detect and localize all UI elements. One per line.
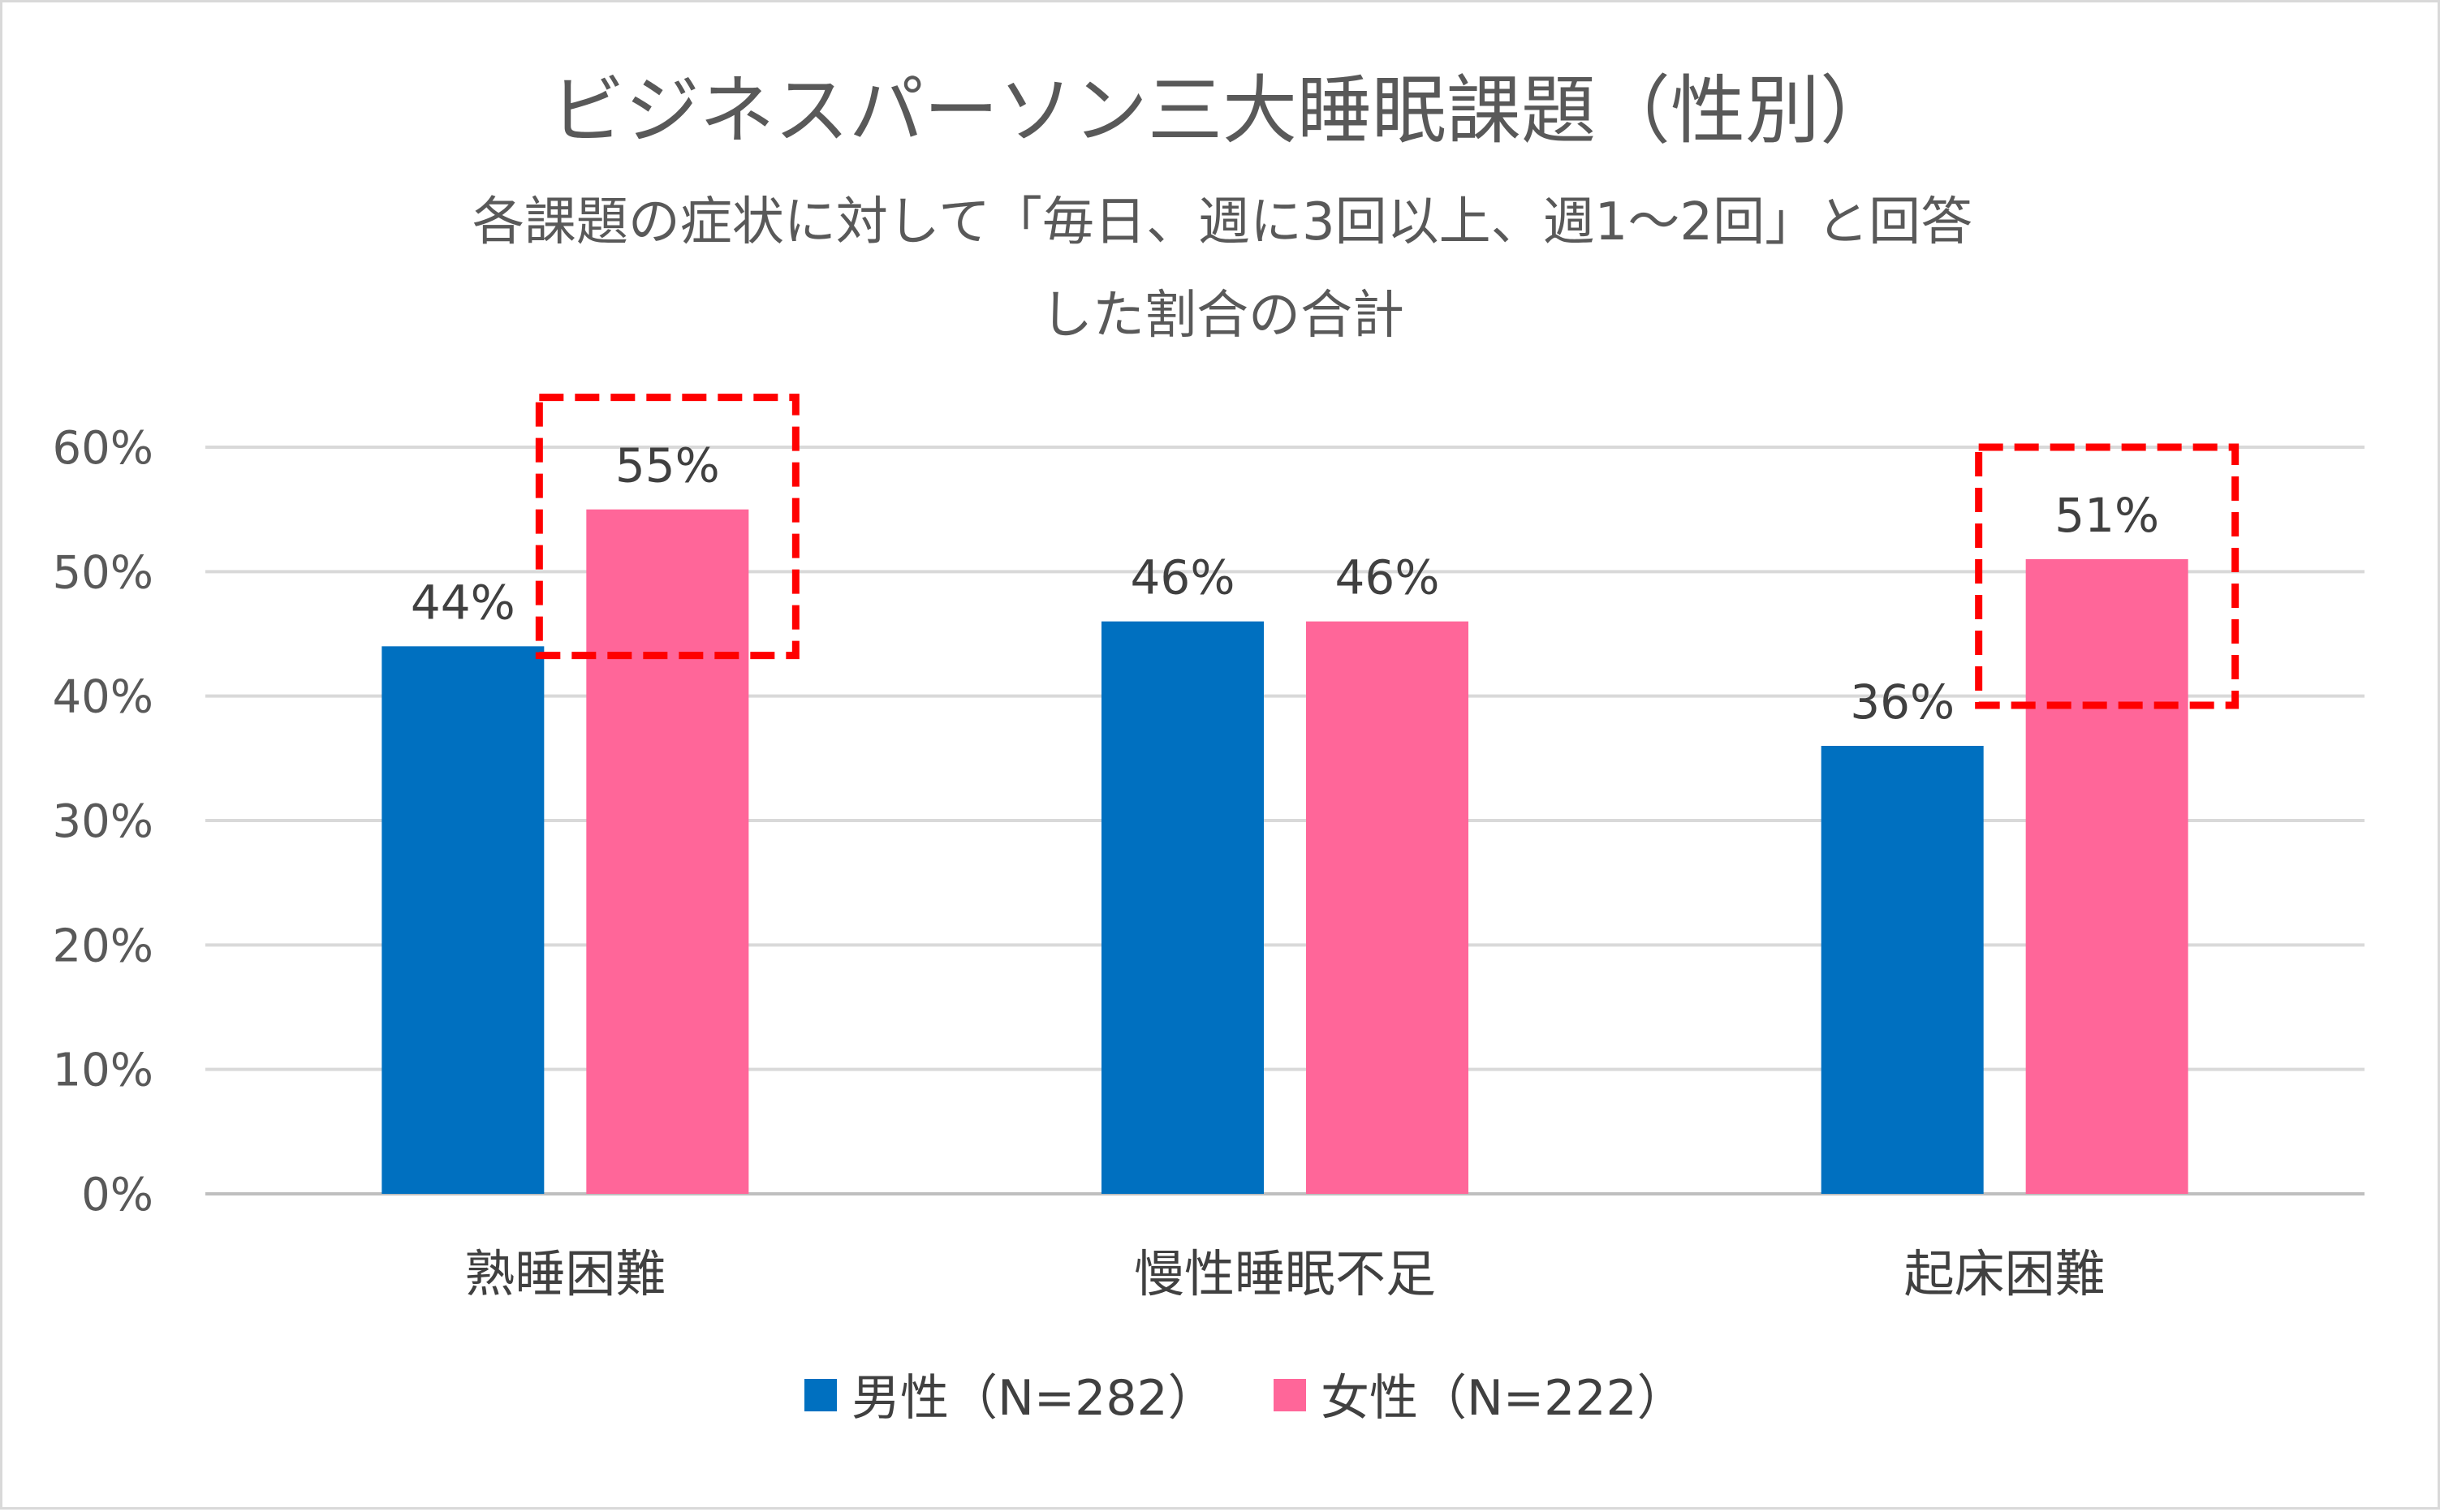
highlight-boxes (535, 394, 2240, 709)
data-label-female-0: 55% (615, 438, 720, 493)
bar-female-1 (1306, 621, 1468, 1194)
data-label-female-1: 46% (1335, 550, 1440, 605)
highlight-box-1 (1975, 443, 2240, 709)
y-tick-label-50: 50% (53, 546, 153, 599)
chart-subtitle-line-1: 各課題の症状に対して「毎日、週に3回以上、週1～2回」と回答 (472, 192, 1972, 252)
highlight-box-0 (535, 394, 800, 660)
y-tick-label-40: 40% (53, 671, 153, 724)
y-axis-ticks: 0% 10% 20% 30% 40% 50% 60% (53, 422, 153, 1221)
x-axis-categories: 熟睡困難 慢性睡眠不足 起床困難 (464, 1244, 2105, 1303)
y-tick-label-0: 0% (81, 1169, 153, 1221)
category-label-2: 起床困難 (1904, 1244, 2106, 1303)
bar-male-2 (1821, 746, 1984, 1194)
legend: 男性（N=282） 女性（N=222） (804, 1370, 1686, 1427)
category-label-1: 慢性睡眠不足 (1134, 1244, 1436, 1303)
chart-title: ビジネスパーソン三大睡眠課題（性別） (550, 67, 1895, 154)
legend-swatch-female (1274, 1379, 1306, 1411)
y-tick-label-60: 60% (53, 422, 153, 475)
chart-title-group: ビジネスパーソン三大睡眠課題（性別） 各課題の症状に対して「毎日、週に3回以上、… (472, 67, 1972, 346)
data-labels: 44% 55% 46% 46% 36% 51% (411, 438, 2159, 730)
data-label-male-0: 44% (411, 575, 515, 630)
bar-female-2 (2025, 559, 2188, 1194)
y-tick-label-10: 10% (53, 1045, 153, 1097)
data-label-male-1: 46% (1131, 550, 1235, 605)
gridlines (205, 446, 2365, 1195)
bar-female-0 (586, 509, 749, 1194)
legend-label-male: 男性（N=282） (851, 1370, 1217, 1427)
bar-male-1 (1101, 621, 1264, 1194)
bars (382, 509, 2188, 1194)
bar-male-0 (382, 646, 545, 1194)
data-label-male-2: 36% (1850, 674, 1955, 730)
category-label-0: 熟睡困難 (464, 1244, 666, 1303)
y-tick-label-30: 30% (53, 795, 153, 848)
y-tick-label-20: 20% (53, 920, 153, 972)
chart-subtitle-line-2: した割合の合計 (1041, 286, 1404, 346)
legend-swatch-male (804, 1379, 837, 1411)
data-label-female-2: 51% (2054, 488, 2159, 543)
legend-label-female: 女性（N=222） (1321, 1370, 1686, 1427)
